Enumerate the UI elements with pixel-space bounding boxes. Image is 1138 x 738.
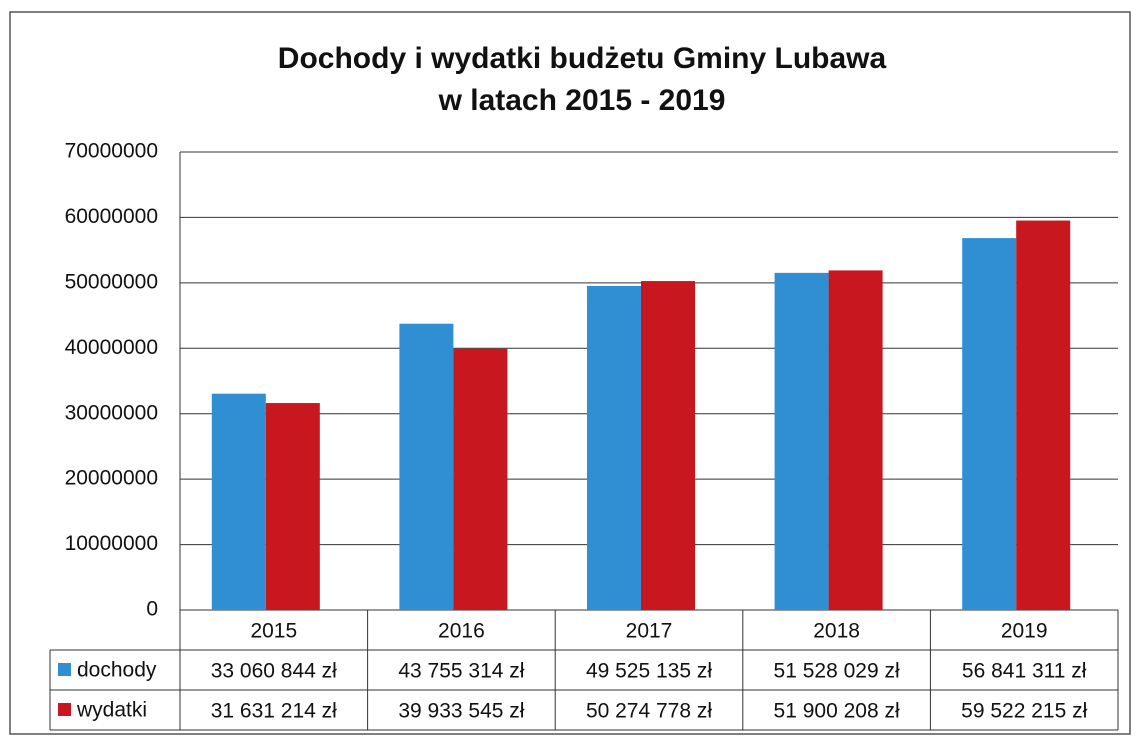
table-value: 31 631 214 zł: [211, 700, 337, 723]
chart-title: Dochody i wydatki budżetu Gminy Lubawa: [278, 42, 887, 75]
legend-swatch: [58, 703, 71, 716]
x-tick-label: 2017: [626, 620, 673, 643]
table-value: 39 933 545 zł: [398, 700, 524, 723]
table-value: 51 528 029 zł: [774, 660, 900, 683]
bar: [774, 272, 829, 610]
legend-label: dochody: [77, 659, 157, 682]
x-tick-label: 2019: [1001, 620, 1048, 643]
table-value: 49 525 135 zł: [586, 660, 712, 683]
y-tick-label: 50000000: [65, 270, 158, 293]
table-value: 56 841 311 zł: [962, 660, 1087, 683]
table-value: 59 522 215 zł: [961, 700, 1087, 723]
legend-swatch: [58, 663, 71, 676]
chart-frame: [9, 11, 1131, 735]
bar: [587, 285, 641, 610]
y-tick-label: 10000000: [65, 532, 158, 555]
bar: [399, 323, 454, 610]
table-value: 51 900 208 zł: [774, 700, 900, 723]
y-tick-label: 30000000: [65, 401, 158, 424]
x-tick-label: 2016: [438, 620, 485, 643]
y-tick-label: 40000000: [65, 336, 158, 359]
chart-subtitle: w latach 2015 - 2019: [438, 84, 726, 117]
bar: [265, 403, 320, 610]
y-tick-label: 0: [146, 598, 158, 621]
x-tick-label: 2018: [813, 620, 860, 643]
bar: [828, 270, 883, 610]
bar: [453, 348, 508, 610]
y-tick-label: 70000000: [65, 140, 158, 163]
bar: [962, 238, 1017, 610]
table-value: 43 755 314 zł: [398, 660, 524, 683]
legend-label: wydatki: [76, 699, 147, 722]
y-tick-label: 60000000: [65, 205, 158, 228]
table-value: 33 060 844 zł: [211, 660, 337, 683]
x-tick-label: 2015: [250, 620, 297, 643]
bar: [641, 281, 695, 610]
y-tick-label: 20000000: [65, 467, 158, 490]
table-value: 50 274 778 zł: [586, 700, 712, 723]
bar: [1016, 220, 1071, 610]
bar: [211, 393, 266, 610]
